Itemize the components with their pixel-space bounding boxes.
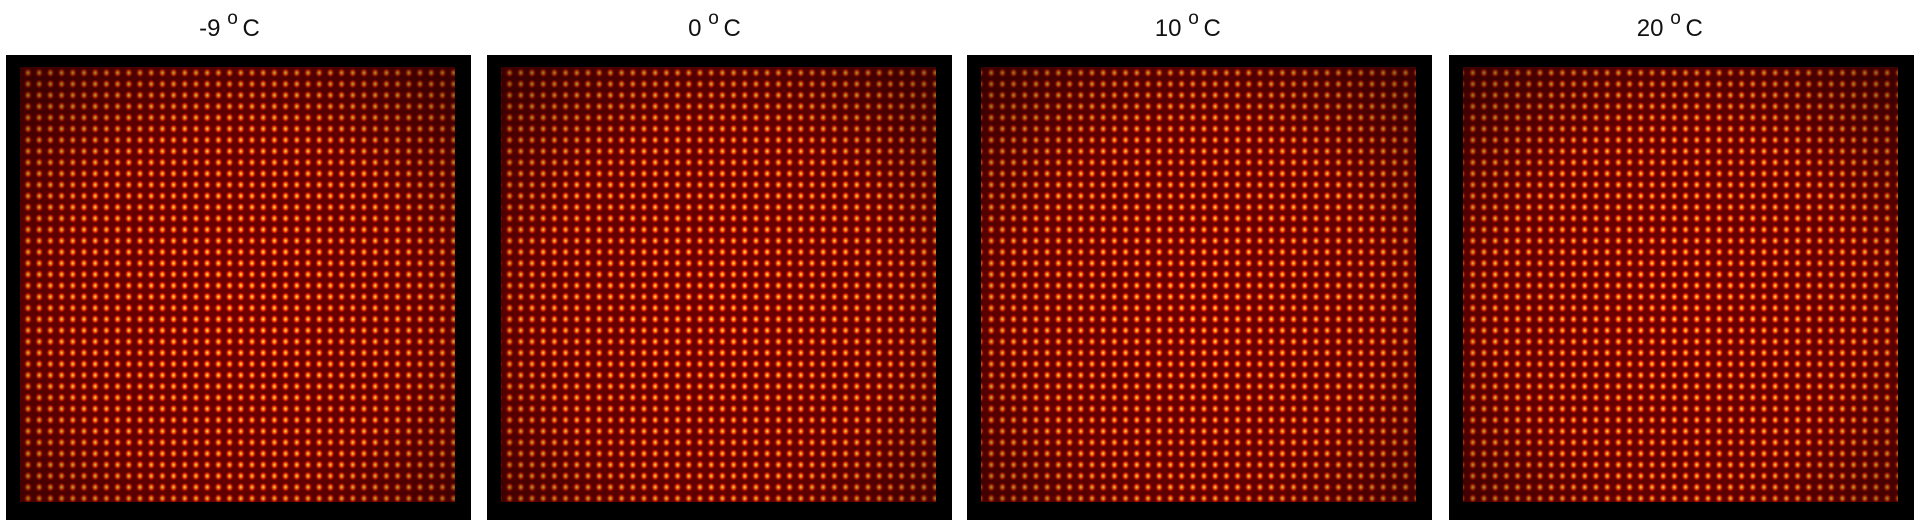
panel: 10 o C [967,8,1432,520]
degree-sign: o [708,8,719,29]
degree-sign: o [1188,8,1199,29]
edge-fade [501,67,936,502]
panel-value: 0 [688,15,701,42]
panel-value: 10 [1155,15,1182,42]
panel-value: -9 [199,15,220,42]
degree-sign: o [1670,8,1681,29]
panel: 20 o C [1449,8,1914,520]
edge-fade [1463,67,1898,502]
panel-unit: C [1686,15,1703,42]
degree-sign: o [227,8,238,29]
panel-unit: C [1204,15,1221,42]
edge-fade [981,67,1416,502]
edge-fade [20,67,455,502]
panel-value: 20 [1637,15,1664,42]
panel-unit: C [243,15,260,42]
panel-unit: C [724,15,741,42]
panel: -9 o C [6,8,471,520]
